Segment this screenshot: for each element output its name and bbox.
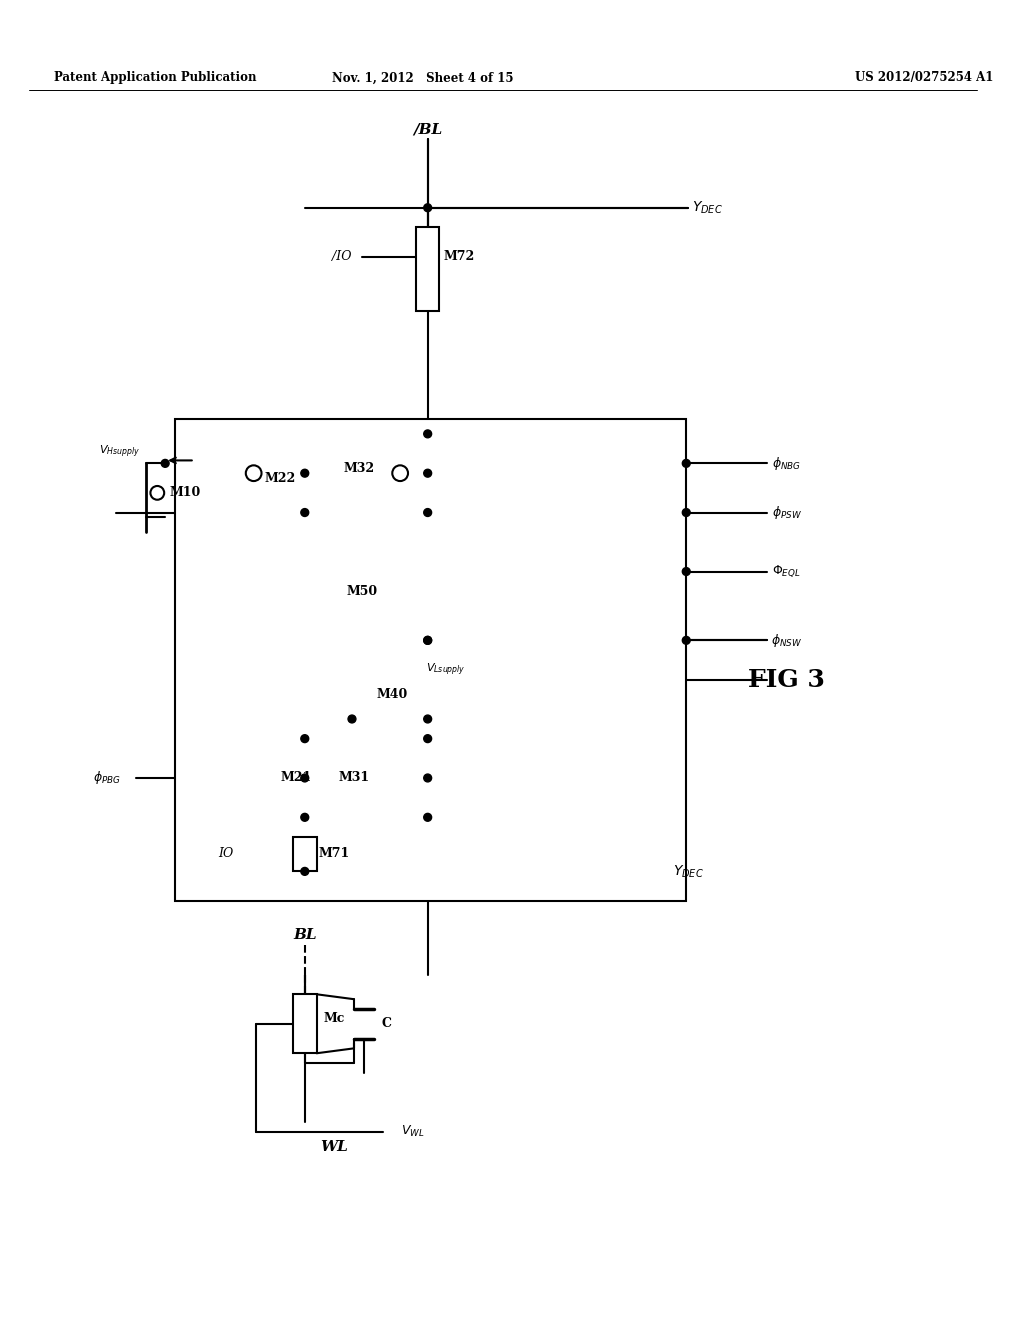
Circle shape: [424, 636, 431, 644]
Circle shape: [424, 774, 431, 781]
Text: M71: M71: [318, 847, 350, 861]
Circle shape: [424, 813, 431, 821]
Bar: [416, 227, 439, 312]
Circle shape: [424, 470, 431, 477]
Text: M50: M50: [346, 585, 378, 598]
Circle shape: [301, 735, 308, 743]
Text: US 2012/0275254 A1: US 2012/0275254 A1: [855, 71, 993, 84]
Circle shape: [424, 508, 431, 516]
Text: IO: IO: [218, 847, 233, 861]
Bar: [175, 420, 686, 900]
Text: M22: M22: [264, 471, 296, 484]
Circle shape: [301, 470, 308, 477]
Text: $Y_{DEC}$: $Y_{DEC}$: [692, 199, 723, 216]
Circle shape: [161, 459, 169, 467]
Text: BL: BL: [293, 928, 316, 942]
Text: /BL: /BL: [413, 121, 442, 136]
Circle shape: [301, 813, 308, 821]
Text: $V_{Hsupply}$: $V_{Hsupply}$: [99, 444, 140, 459]
Circle shape: [682, 568, 690, 576]
Circle shape: [301, 508, 308, 516]
Text: $Y_{DEC}$: $Y_{DEC}$: [673, 863, 703, 879]
Text: M21: M21: [281, 771, 311, 784]
Text: M10: M10: [169, 486, 201, 499]
Text: WL: WL: [321, 1139, 348, 1154]
Text: C: C: [382, 1018, 391, 1031]
Text: FIG 3: FIG 3: [749, 668, 825, 692]
Bar: [293, 837, 316, 871]
Circle shape: [424, 735, 431, 743]
Circle shape: [246, 466, 261, 480]
Text: $\phi_{NSW}$: $\phi_{NSW}$: [771, 632, 802, 649]
Circle shape: [348, 715, 356, 723]
Text: $\Phi_{EQL}$: $\Phi_{EQL}$: [772, 564, 801, 579]
Circle shape: [424, 636, 431, 644]
Circle shape: [424, 715, 431, 723]
Circle shape: [301, 867, 308, 875]
Circle shape: [682, 459, 690, 467]
Text: M40: M40: [377, 688, 408, 701]
Text: Nov. 1, 2012   Sheet 4 of 15: Nov. 1, 2012 Sheet 4 of 15: [332, 71, 513, 84]
Text: $\phi_{NBG}$: $\phi_{NBG}$: [772, 455, 801, 471]
Text: /IO: /IO: [333, 251, 352, 264]
Text: M31: M31: [338, 771, 370, 784]
Text: M72: M72: [443, 251, 475, 264]
Circle shape: [301, 774, 308, 781]
Text: $\phi_{PBG}$: $\phi_{PBG}$: [93, 770, 121, 787]
Circle shape: [424, 430, 431, 438]
Text: $\phi_{PSW}$: $\phi_{PSW}$: [771, 504, 802, 521]
Text: $V_{Lsupply}$: $V_{Lsupply}$: [426, 661, 465, 678]
Circle shape: [682, 508, 690, 516]
Text: Patent Application Publication: Patent Application Publication: [54, 71, 257, 84]
Text: M32: M32: [343, 462, 375, 475]
Text: Mc: Mc: [324, 1012, 345, 1026]
Bar: [293, 994, 316, 1053]
Circle shape: [424, 203, 431, 211]
Text: $V_{WL}$: $V_{WL}$: [401, 1125, 425, 1139]
Circle shape: [392, 466, 408, 480]
Circle shape: [682, 636, 690, 644]
Circle shape: [151, 486, 164, 500]
